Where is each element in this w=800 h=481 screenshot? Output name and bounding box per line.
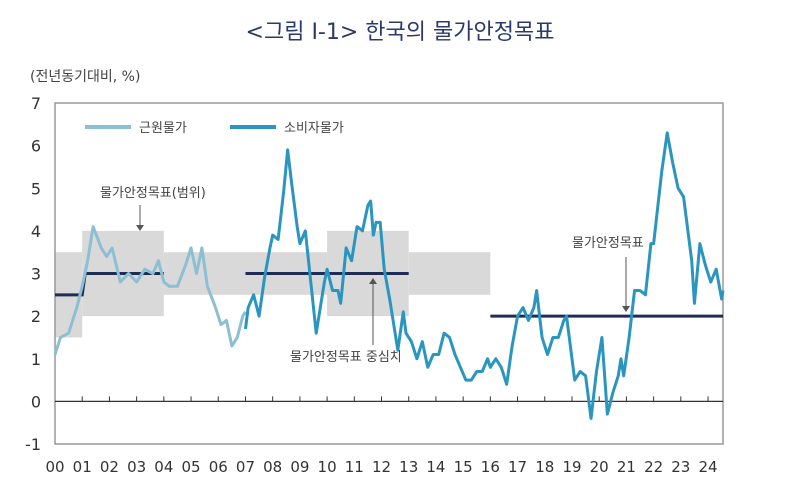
chart-title: <그림 Ⅰ-1> 한국의 물가안정목표: [245, 20, 555, 45]
x-tick-label: 05: [182, 458, 201, 476]
x-tick-label: 00: [45, 458, 64, 476]
y-tick-label: 5: [31, 179, 41, 198]
y-tick-label: 6: [31, 137, 41, 156]
annotation-center: 물가안정목표 중심치: [290, 350, 402, 365]
y-tick-label: 0: [31, 392, 41, 411]
x-tick-label: 02: [100, 458, 119, 476]
legend-label: 근원물가: [139, 121, 187, 136]
x-tick-label: 21: [617, 458, 636, 476]
annotation-target: 물가안정목표: [572, 236, 644, 251]
arrow-head: [622, 306, 630, 312]
annotation-range: 물가안정목표(범위): [100, 186, 206, 201]
arrow-head: [136, 225, 144, 231]
x-tick-label: 19: [562, 458, 581, 476]
x-tick-label: 01: [73, 458, 92, 476]
target-band: [408, 252, 491, 295]
x-tick-label: 17: [508, 458, 527, 476]
y-tick-label: 3: [31, 265, 41, 284]
x-tick-label: 04: [154, 458, 173, 476]
x-tick-label: 10: [318, 458, 337, 476]
x-tick-label: 11: [345, 458, 364, 476]
x-tick-label: 06: [209, 458, 228, 476]
legend-label: 소비자물가: [284, 121, 344, 136]
x-tick-label: 20: [590, 458, 609, 476]
x-tick-label: 18: [535, 458, 554, 476]
x-tick-label: 23: [671, 458, 690, 476]
y-tick-label: 2: [31, 307, 41, 326]
y-tick-label: 7: [31, 94, 41, 113]
x-tick-label: 15: [454, 458, 473, 476]
x-tick-label: 13: [399, 458, 418, 476]
x-tick-label: 12: [372, 458, 391, 476]
y-tick-label: -1: [25, 435, 41, 454]
y-tick-label: 1: [31, 350, 41, 369]
x-tick-label: 14: [426, 458, 445, 476]
x-tick-label: 09: [290, 458, 309, 476]
x-tick-label: 16: [481, 458, 500, 476]
x-tick-label: 08: [263, 458, 282, 476]
x-tick-label: 07: [236, 458, 255, 476]
plot-frame: [54, 102, 724, 445]
y-axis-label: (전년동기대비, %): [30, 69, 141, 85]
arrow-head: [369, 278, 377, 284]
x-tick-label: 22: [644, 458, 663, 476]
x-tick-label: 03: [127, 458, 146, 476]
x-tick-label: 24: [698, 458, 717, 476]
y-tick-label: 4: [31, 222, 41, 241]
